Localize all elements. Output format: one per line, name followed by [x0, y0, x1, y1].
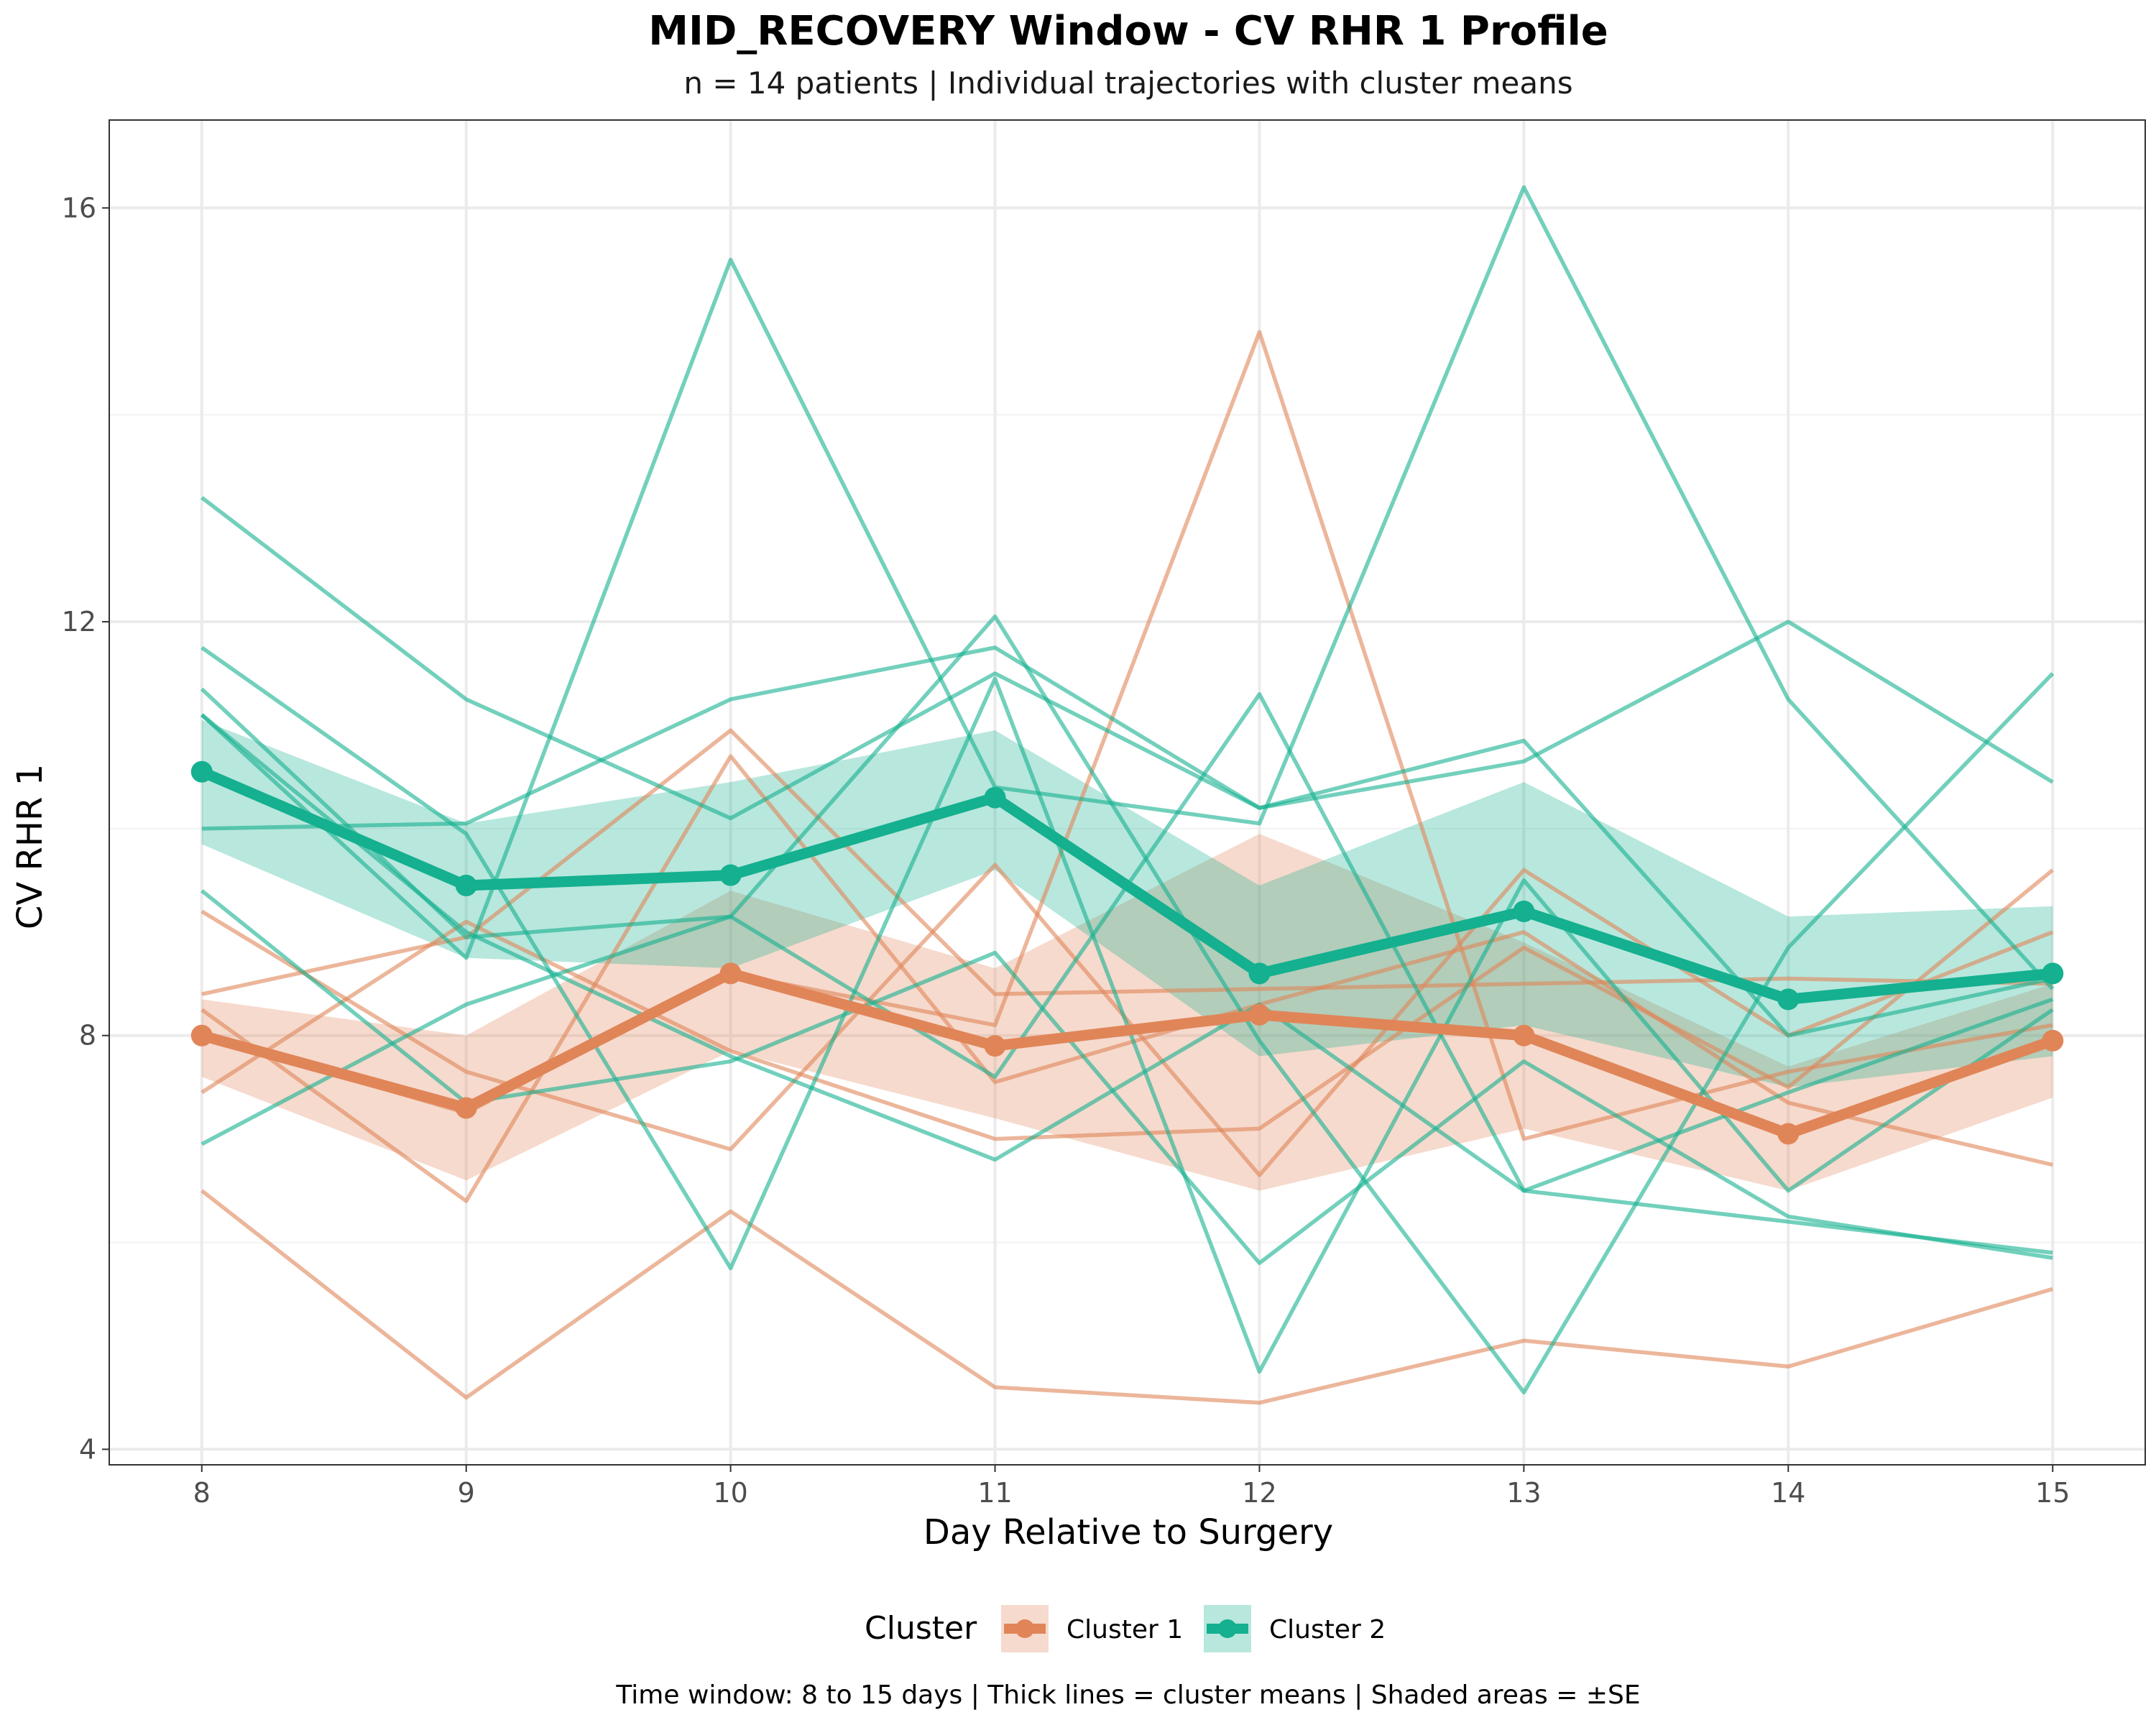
x-tick-label: 8: [193, 1477, 211, 1509]
x-tick-label: 10: [713, 1477, 747, 1509]
grid-layer: [109, 120, 2145, 1465]
mean-point-cluster-1: [1248, 1003, 1271, 1026]
mean-point-cluster-2: [1248, 962, 1271, 985]
mean-point-cluster-1: [1777, 1123, 1800, 1145]
cluster-mean-layer: [190, 760, 2064, 1145]
se-band-cluster-2: [201, 719, 2053, 1087]
y-tick-label: 8: [79, 1020, 96, 1052]
individual-trajectory-3: [201, 754, 2053, 1203]
mean-point-cluster-2: [1777, 988, 1800, 1011]
individual-trajectory-12: [201, 889, 2053, 1266]
x-tick-label: 15: [2035, 1477, 2070, 1509]
mean-point-cluster-1: [190, 1024, 213, 1046]
x-tick-label: 13: [1506, 1477, 1541, 1509]
mean-line-cluster-2: [199, 766, 2053, 1005]
y-tick-label: 16: [62, 192, 96, 224]
chart-caption: Time window: 8 to 15 days | Thick lines …: [615, 1680, 1640, 1710]
mean-point-cluster-2: [190, 760, 213, 783]
y-tick-label: 12: [62, 606, 96, 638]
individual-trajectory-8: [201, 620, 2054, 831]
mean-point-cluster-1: [984, 1035, 1006, 1057]
x-tick-label: 14: [1771, 1477, 1805, 1509]
y-tick-label: 4: [79, 1433, 96, 1465]
mean-point-cluster-2: [719, 864, 742, 886]
legend-key-cluster-2: Cluster 2: [1204, 1605, 1386, 1652]
mean-line-cluster-1: [200, 967, 2055, 1139]
mean-point-cluster-2: [1513, 901, 1535, 923]
legend-key-cluster-1: Cluster 1: [1001, 1605, 1183, 1652]
chart-title: MID_RECOVERY Window - CV RHR 1 Profile: [648, 8, 1608, 55]
mean-point-cluster-2: [984, 786, 1006, 809]
legend: Cluster Cluster 1 Cluster 2: [865, 1605, 1386, 1652]
chart-subtitle: n = 14 patients | Individual trajectorie…: [683, 65, 1572, 101]
mean-point-cluster-1: [1513, 1024, 1535, 1046]
mean-point-cluster-1: [2042, 1029, 2064, 1052]
individual-trajectory-10: [200, 615, 2055, 1395]
individual-trajectory-5: [201, 1189, 2054, 1405]
x-tick-label: 12: [1242, 1477, 1276, 1509]
mean-point-cluster-2: [455, 875, 477, 897]
individual-trajectory-9: [200, 185, 2055, 990]
x-axis-label: Day Relative to Surgery: [923, 1512, 1333, 1552]
mean-point-cluster-1: [455, 1097, 477, 1119]
individual-trajectory-14: [201, 713, 2054, 1193]
legend-label-cluster-1: Cluster 1: [1067, 1615, 1183, 1644]
tick-layer: 4 8 12 16 8 9 10 11 12 13 14 15: [62, 192, 2070, 1509]
plot-panel: [109, 120, 2145, 1465]
panel-border: [109, 119, 2146, 1466]
legend-point-cluster-1: [1015, 1619, 1034, 1638]
x-tick-label: 9: [458, 1477, 475, 1509]
individual-trajectory-4: [201, 868, 2054, 1141]
mean-point-cluster-1: [719, 962, 742, 985]
legend-point-cluster-2: [1218, 1619, 1237, 1638]
legend-label-cluster-2: Cluster 2: [1269, 1615, 1386, 1644]
x-tick-label: 11: [977, 1477, 1012, 1509]
legend-title: Cluster: [865, 1610, 977, 1647]
y-axis-label: CV RHR 1: [10, 764, 50, 929]
mean-point-cluster-2: [2042, 962, 2064, 985]
